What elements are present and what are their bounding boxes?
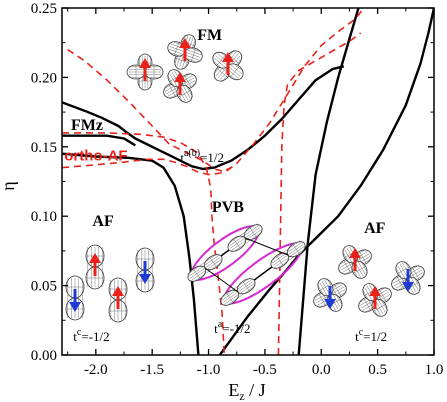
x-tick-label: -2.0 [84, 362, 108, 378]
spin-up-arrow-icon [112, 286, 124, 309]
y-tick-label: 0.00 [31, 348, 57, 364]
x-tick-label: -1.0 [197, 362, 221, 378]
orbital-icons-layer [65, 34, 425, 323]
spin-up-arrow-icon [369, 286, 381, 309]
y-axis-label: η [0, 181, 18, 190]
spin-down-arrow-icon [324, 286, 336, 309]
annotation-label: FMz [71, 117, 103, 134]
series-line-6 [62, 132, 226, 355]
spin-down-arrow-icon [402, 269, 414, 292]
spin-up-arrow-icon [174, 72, 186, 95]
annotation-layer: FM FMz ortho-AF AF PVB AF ta(b)=1/2 tc=-1/2 ta=-… [64, 27, 387, 344]
y-tick-label: 0.10 [31, 209, 57, 225]
spin-down-arrow-icon [139, 261, 151, 284]
orbital-lobe-icon [126, 64, 164, 80]
orbital-lobe-icon [187, 253, 223, 283]
annotation-label: ortho-AF [64, 148, 127, 165]
orbital-lobe-icon [227, 223, 263, 253]
annotation-label: ta=-1/2 [214, 319, 250, 336]
series-line-3 [297, 8, 360, 355]
spin-down-arrow-icon [69, 289, 81, 312]
orbital-lobe-icon [313, 281, 347, 309]
x-tick-label: -1.5 [140, 362, 164, 378]
x-tick-label: 0.0 [312, 362, 331, 378]
x-tick-label: 0.5 [368, 362, 387, 378]
orbital-lobe-icon [213, 50, 243, 82]
pvb-link-line [244, 237, 289, 256]
annotation-label: AF [364, 220, 386, 237]
annotation-label: tc=1/2 [355, 327, 387, 344]
spin-up-arrow-icon [89, 253, 101, 276]
spin-up-arrow-icon [222, 52, 234, 75]
tick-layer [62, 7, 435, 356]
orbital-lobe-icon [220, 277, 256, 307]
pvb-link-line [204, 267, 239, 293]
x-axis-label: Ez / J [228, 380, 265, 402]
series-line-4 [62, 134, 136, 147]
series-line-5 [67, 8, 365, 173]
series-line-7 [62, 158, 232, 176]
x-tick-label: 1.0 [425, 362, 444, 378]
y-tick-label: 0.20 [31, 70, 57, 86]
series-line-2 [218, 8, 434, 355]
spin-up-arrow-icon [349, 248, 361, 271]
series-line-1 [62, 152, 200, 355]
annotation-label: FM [197, 27, 222, 44]
series-layer [62, 8, 434, 355]
y-tick-label: 0.15 [31, 140, 57, 156]
y-tick-label: 0.05 [31, 279, 57, 295]
annotation-label: AF [92, 213, 114, 230]
annotation-label: ta(b)=1/2 [180, 148, 224, 165]
spin-up-arrow-icon [179, 38, 191, 61]
x-tick-label: -0.5 [253, 362, 277, 378]
spin-up-arrow-icon [139, 58, 151, 81]
annotation-label: tc=-1/2 [73, 327, 109, 344]
series-line-0 [62, 65, 345, 171]
annotation-label: PVB [212, 199, 244, 216]
y-tick-label: 0.25 [31, 1, 57, 17]
